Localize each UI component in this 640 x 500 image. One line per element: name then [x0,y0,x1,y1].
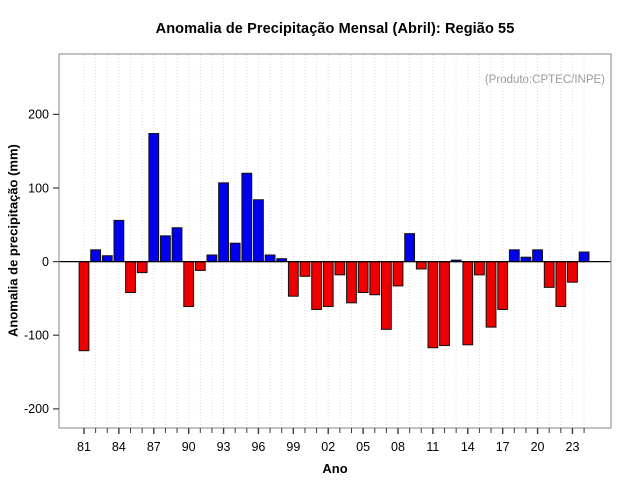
bar-24 [578,251,590,263]
x-tick-label: 08 [391,440,405,454]
y-tick-label: 200 [28,108,49,122]
bar-81 [78,261,90,352]
y-tick-label: -200 [24,402,49,416]
bar-84 [113,219,125,263]
bar-93 [218,182,229,263]
x-tick-label: 11 [426,440,439,454]
bar-06 [369,261,381,296]
bar-86 [136,261,148,274]
bar-10 [415,261,427,270]
x-axis-label: Ano [322,461,348,476]
y-tick-label: 100 [28,181,49,195]
bars [78,133,590,352]
bar-22 [555,261,567,308]
x-tick-label: 05 [356,440,370,454]
bar-20 [532,249,543,263]
bar-08 [392,261,404,287]
bar-83 [101,255,113,263]
bar-97 [264,254,276,263]
bar-00 [299,261,311,277]
bar-16 [485,261,497,328]
x-axis: 81 84 87 90 93 96 99 02 05 08 11 14 17 20 23 [77,428,585,454]
gridlines [83,55,585,427]
x-tick-label: 93 [217,440,231,454]
bar-94 [229,242,241,263]
bar-19 [520,256,532,263]
x-tick-label: 96 [251,440,265,454]
x-tick-label: 90 [182,440,196,454]
bar-07 [380,261,392,330]
y-tick-label: 0 [42,255,49,269]
x-tick-label: 20 [531,440,545,454]
bar-17 [497,261,509,310]
bar-12 [439,261,450,347]
y-tick-label: -100 [24,329,49,343]
x-tick-label: 17 [496,440,510,454]
bar-04 [346,261,357,304]
bar-92 [206,254,218,263]
bar-02 [322,261,334,308]
bar-11 [427,261,439,349]
bar-88 [160,235,171,263]
x-tick-label: 87 [147,440,161,454]
plot-box [58,53,612,429]
chart-title: Anomalia de Precipitação Mensal (Abril):… [155,21,515,37]
bar-82 [90,249,102,263]
x-tick-label: 23 [566,440,580,454]
bar-23 [567,261,578,283]
bar-85 [125,261,136,294]
x-tick-label: 14 [461,440,475,454]
bar-09 [404,233,416,263]
y-axis: -200 -100 0 100 200 [24,108,59,416]
bar-95 [241,172,253,263]
bar-21 [543,261,555,288]
bar-18 [508,249,520,263]
x-tick-label: 81 [77,440,91,454]
bar-15 [474,261,485,276]
bar-05 [357,261,369,294]
bar-90 [183,261,195,308]
bar-96 [253,199,264,263]
x-tick-label: 99 [286,440,300,454]
bar-14 [462,261,474,346]
bar-89 [171,227,183,263]
x-tick-label: 84 [112,440,126,454]
bar-91 [194,261,206,271]
bar-01 [311,261,323,310]
bar-87 [148,133,160,263]
bar-99 [287,261,299,297]
x-tick-label: 02 [321,440,335,454]
bar-03 [334,261,346,276]
producer-annotation: (Produto:CPTEC/INPE) [484,74,605,86]
